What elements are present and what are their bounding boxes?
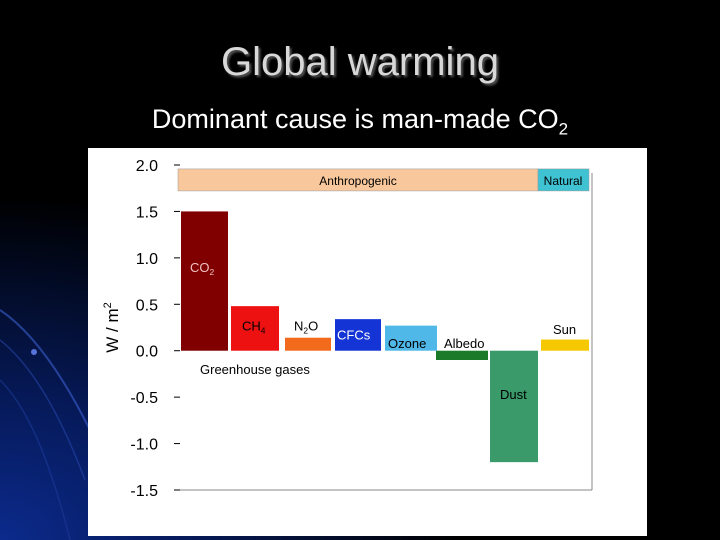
- y-tick-label: 0.0: [136, 344, 158, 361]
- natural-label: Natural: [544, 174, 583, 188]
- bar-co2: [181, 211, 228, 351]
- forcing-chart: 2.0 1.5 1.0 0.5 0.0 -0.5 -1.0 -1.5 W / m2 Anthrop…: [102, 158, 593, 500]
- bar-n2o: [285, 337, 331, 351]
- bar-label-cfcs: CFCs: [337, 328, 371, 343]
- y-axis-label: W / m2: [102, 302, 122, 353]
- bar-ch4: [231, 306, 279, 351]
- bar-label-sun: Sun: [553, 322, 576, 337]
- slide-title: Global warming: [221, 40, 499, 84]
- y-tick-label: 0.5: [136, 297, 158, 314]
- bar-albedo: [436, 350, 488, 360]
- subtitle-subscript: 2: [558, 119, 569, 139]
- bar-label-ch4: CH4: [242, 318, 266, 335]
- background-swoosh: [0, 309, 90, 540]
- y-tick-label: 1.5: [136, 204, 158, 221]
- y-tick-label: 1.0: [136, 251, 158, 268]
- greenhouse-gases-annotation: Greenhouse gases: [200, 362, 310, 377]
- bar-ozone: [385, 325, 437, 351]
- bar-label-ozone: Ozone: [388, 336, 426, 351]
- bar-label-n2o: N2O: [294, 318, 318, 335]
- anthropogenic-label: Anthropogenic: [319, 174, 396, 188]
- y-tick-label: -0.5: [130, 390, 158, 407]
- natural-band: [537, 168, 590, 192]
- slide-subtitle: Dominant cause is man-made CO2: [0, 104, 720, 139]
- subtitle-text: Dominant cause is man-made CO: [151, 104, 559, 134]
- bar-cfcs: [335, 319, 381, 351]
- bar-label-co2: CO2: [190, 260, 215, 277]
- y-tick-label: -1.5: [130, 483, 158, 500]
- chart-panel: 2.0 1.5 1.0 0.5 0.0 -0.5 -1.0 -1.5 W / m2 Anthrop…: [88, 148, 647, 536]
- y-tick-label: -1.0: [130, 437, 158, 454]
- bar-dust: [490, 350, 538, 463]
- y-tick-label: 2.0: [136, 158, 158, 175]
- bar-label-albedo: Albedo: [444, 336, 484, 351]
- bar-label-dust: Dust: [500, 387, 527, 402]
- bar-sun: [541, 339, 589, 351]
